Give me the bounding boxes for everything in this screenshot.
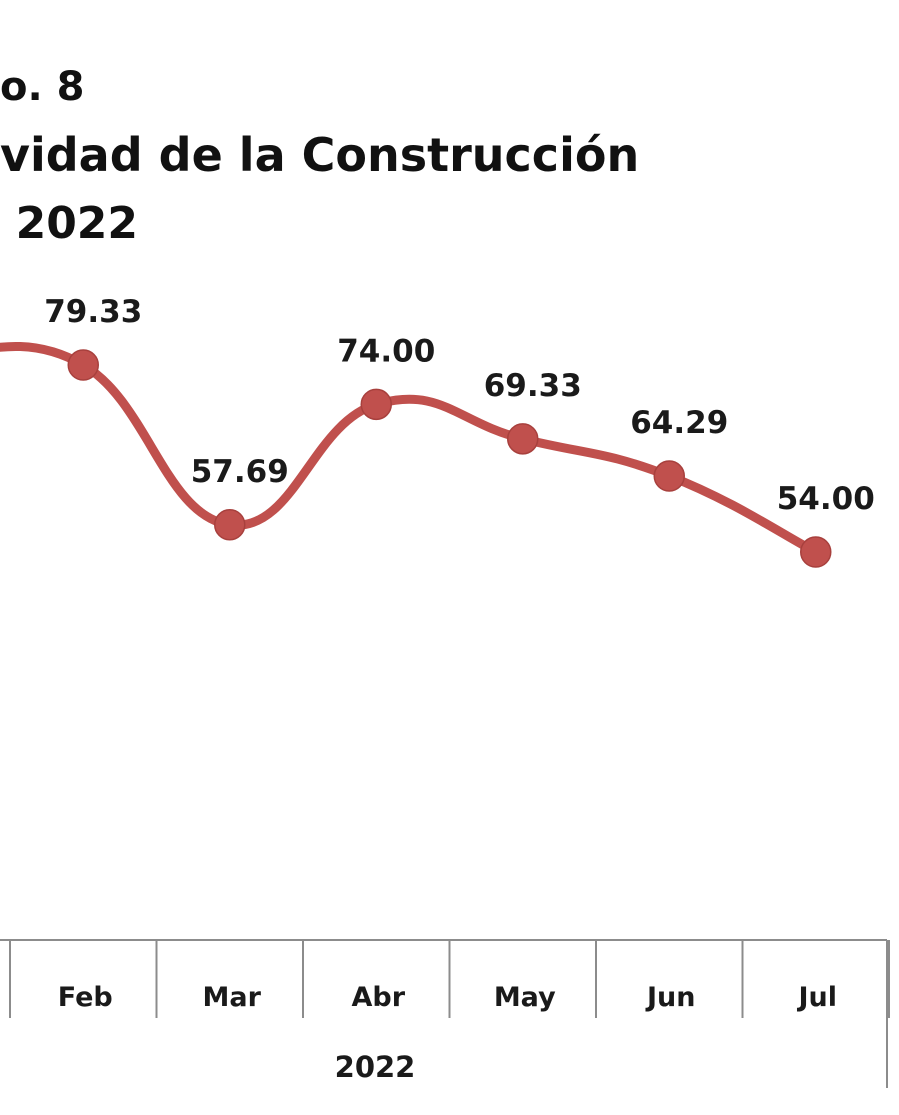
x-tick-label: Jun [645,982,696,1013]
data-label: 64.29 [630,405,728,441]
chart-title-line-3: - 2022 [0,198,139,249]
chart-title-line-2: vidad de la Construcción [0,128,640,182]
data-label: 79.33 [44,294,142,330]
data-point-marker [67,349,99,381]
data-point-marker [360,388,392,421]
data-label: 54.00 [777,481,875,517]
x-tick-label: Abr [351,982,405,1013]
x-axis: Feb Mar Abr May Jun Jul 2022 [0,939,890,1088]
x-tick-label: Mar [203,982,262,1013]
marker-group [67,349,832,568]
data-point-marker [214,509,246,541]
chart-title-line-1: o. 8 [0,64,85,110]
series-line [0,341,821,557]
data-label: 74.00 [337,333,435,369]
data-label: 69.33 [484,368,582,404]
data-point-marker [800,536,832,568]
x-tick-label: Feb [58,982,113,1013]
data-point-marker [653,460,685,492]
data-label-group: 79.33 57.69 74.00 69.33 64.29 54.00 [44,294,875,517]
data-label: 57.69 [191,454,289,490]
x-tick-label: May [494,982,556,1013]
x-group-label: 2022 [335,1050,416,1084]
series-line-group [0,341,821,557]
data-point-marker [507,423,539,455]
x-tick-label: Jul [796,982,837,1013]
